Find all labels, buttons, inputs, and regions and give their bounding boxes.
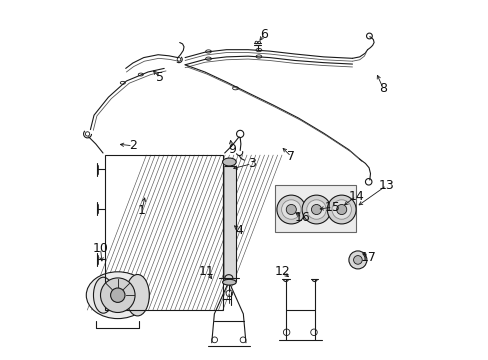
Text: 14: 14 <box>347 190 363 203</box>
Text: 4: 4 <box>235 224 243 237</box>
Ellipse shape <box>93 277 113 313</box>
Text: 9: 9 <box>227 143 235 156</box>
Bar <box>104 155 223 310</box>
Circle shape <box>281 200 301 219</box>
Text: 5: 5 <box>156 71 163 84</box>
Circle shape <box>326 195 355 224</box>
Text: 10: 10 <box>92 242 108 255</box>
Circle shape <box>353 256 362 264</box>
Text: 7: 7 <box>287 150 295 163</box>
Circle shape <box>331 200 351 219</box>
Bar <box>222 166 236 281</box>
Ellipse shape <box>125 275 149 316</box>
Text: 16: 16 <box>294 211 309 224</box>
Ellipse shape <box>86 272 149 319</box>
Circle shape <box>276 195 305 224</box>
Text: 17: 17 <box>360 251 376 264</box>
Circle shape <box>306 200 325 219</box>
Text: 15: 15 <box>324 201 340 213</box>
Bar <box>275 185 355 232</box>
Circle shape <box>348 251 366 269</box>
Text: 12: 12 <box>274 265 289 278</box>
Text: 13: 13 <box>378 179 394 192</box>
Circle shape <box>101 278 135 312</box>
Circle shape <box>302 195 330 224</box>
Text: 3: 3 <box>247 157 255 170</box>
Text: 6: 6 <box>260 28 268 41</box>
Circle shape <box>336 204 346 215</box>
Text: 1: 1 <box>138 204 145 217</box>
Ellipse shape <box>222 279 236 285</box>
Circle shape <box>311 204 321 215</box>
Text: 11: 11 <box>199 265 214 278</box>
Circle shape <box>285 204 296 215</box>
Ellipse shape <box>222 158 236 166</box>
Text: 2: 2 <box>129 139 137 152</box>
Bar <box>104 155 223 310</box>
Text: 8: 8 <box>378 82 386 95</box>
Circle shape <box>110 288 125 302</box>
